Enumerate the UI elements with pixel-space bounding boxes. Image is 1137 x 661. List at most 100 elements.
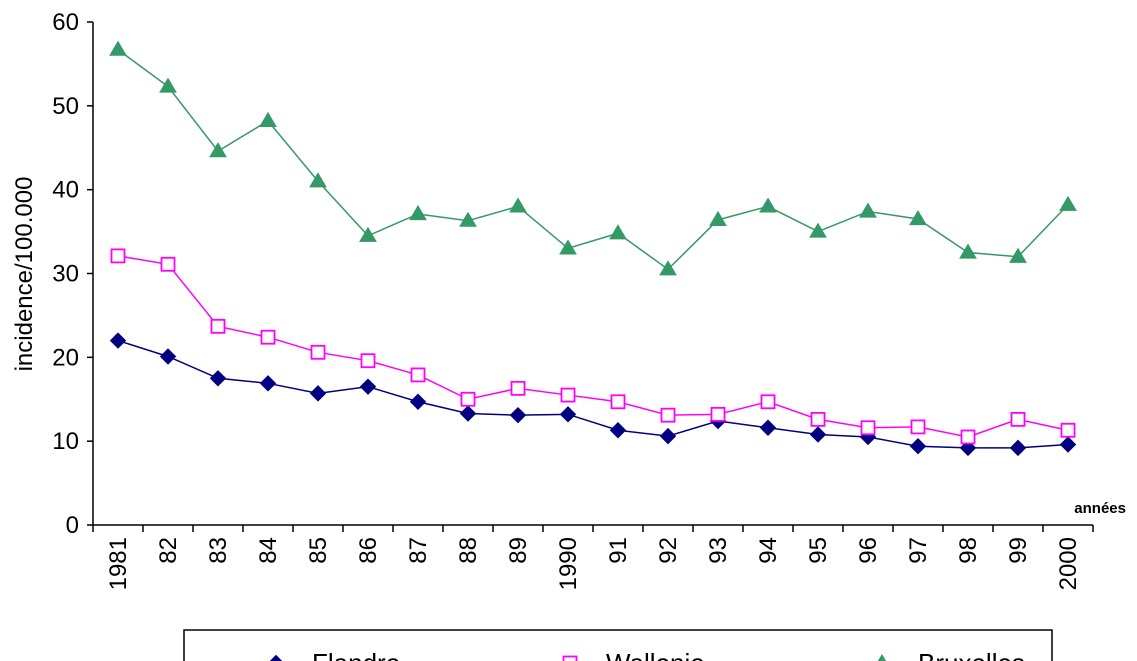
legend-label: Flandre: [312, 648, 400, 661]
series-line: [117, 339, 1069, 449]
data-point: [859, 202, 877, 218]
x-axis-title: années: [1074, 500, 1126, 517]
data-point: [409, 204, 427, 221]
x-tick-label: 86: [355, 537, 382, 564]
x-tick-label: 1990: [555, 537, 582, 590]
data-point: [310, 344, 326, 360]
data-point: [109, 332, 127, 349]
series-group: [109, 40, 1077, 457]
data-point: [1059, 436, 1077, 453]
x-tick-label: 83: [205, 537, 232, 564]
legend-box: [183, 629, 1053, 661]
series-flandre: [109, 332, 1077, 457]
data-point: [610, 394, 626, 410]
data-point: [1009, 247, 1027, 263]
x-tick-label: 96: [855, 537, 882, 564]
legend-label: Bruxelles: [918, 648, 1025, 661]
y-axis-title: incidence/100.000: [11, 177, 38, 372]
legend: Flandre Wallonie Bruxelles: [183, 629, 1053, 661]
data-point: [260, 329, 276, 345]
data-point: [860, 420, 876, 436]
data-point: [659, 260, 677, 276]
data-point: [1010, 411, 1026, 427]
data-point: [1059, 195, 1077, 211]
data-point: [910, 419, 926, 435]
series-bruxelles: [109, 40, 1077, 276]
series-line: [117, 255, 1069, 438]
data-point: [909, 210, 927, 226]
data-point: [359, 378, 377, 395]
x-tick-label: 95: [805, 537, 832, 564]
x-tick-label: 85: [305, 537, 332, 564]
data-point: [459, 405, 477, 422]
data-point: [909, 437, 927, 455]
data-point: [309, 385, 327, 402]
x-tick-label: 98: [955, 537, 982, 564]
x-tick-label: 2000: [1055, 537, 1082, 590]
data-point: [559, 406, 577, 423]
y-tick-label: 50: [52, 93, 79, 120]
data-point: [510, 380, 526, 396]
data-point: [359, 226, 377, 242]
legend-marker: [562, 655, 578, 661]
data-point: [659, 427, 677, 445]
data-point: [159, 77, 177, 93]
data-point: [309, 172, 327, 188]
data-point: [360, 353, 376, 369]
data-point: [809, 222, 827, 238]
data-point: [210, 318, 226, 334]
x-tick-label: 89: [505, 537, 532, 564]
data-point: [560, 387, 576, 403]
data-point: [759, 197, 777, 213]
data-point: [259, 375, 277, 392]
y-tick-label: 0: [66, 512, 79, 539]
data-point: [409, 393, 427, 410]
data-point: [1060, 422, 1076, 438]
data-point: [710, 406, 726, 422]
x-tick-label: 87: [405, 537, 432, 564]
x-tick-label: 93: [705, 537, 732, 564]
data-point: [410, 367, 426, 383]
data-point: [1009, 439, 1027, 457]
data-point: [609, 422, 627, 439]
data-point: [959, 243, 977, 259]
data-point: [160, 256, 176, 272]
y-tick-label: 60: [52, 9, 79, 36]
x-tick-label: 82: [155, 537, 182, 564]
y-tick-label: 10: [52, 428, 79, 455]
x-tick-label: 94: [755, 537, 782, 564]
series-wallonie: [110, 248, 1076, 445]
data-point: [459, 211, 477, 227]
data-point: [760, 394, 776, 410]
legend-label: Wallonie: [606, 648, 705, 661]
x-tick-label: 88: [455, 537, 482, 564]
legend-marker: [877, 654, 887, 661]
data-point: [110, 248, 126, 264]
x-tick-label: 91: [605, 537, 632, 564]
y-axis: 0 10 20 30 40 50 60: [52, 9, 94, 539]
y-tick-label: 30: [52, 261, 79, 288]
x-tick-label: 92: [655, 537, 682, 564]
data-point: [109, 40, 127, 56]
y-tick-label: 20: [52, 344, 79, 371]
x-axis: 1981 82 83 84 85 86 87 88 89 1990 91 92 93 94 95 96 97 98…: [92, 524, 1094, 590]
x-tick-label: 97: [905, 537, 932, 564]
data-point: [159, 348, 177, 365]
data-point: [209, 142, 227, 158]
data-point: [460, 391, 476, 407]
data-point: [609, 224, 627, 240]
data-point: [759, 419, 777, 436]
data-point: [810, 411, 826, 427]
data-point: [509, 197, 527, 213]
data-point: [509, 406, 527, 424]
data-point: [660, 407, 676, 423]
y-tick-label: 40: [52, 177, 79, 204]
data-point: [259, 111, 277, 128]
x-tick-label: 84: [255, 537, 282, 564]
data-point: [209, 370, 227, 387]
series-line: [117, 49, 1069, 271]
data-point: [709, 210, 727, 226]
x-tick-label: 1981: [105, 537, 132, 590]
data-point: [960, 429, 976, 445]
